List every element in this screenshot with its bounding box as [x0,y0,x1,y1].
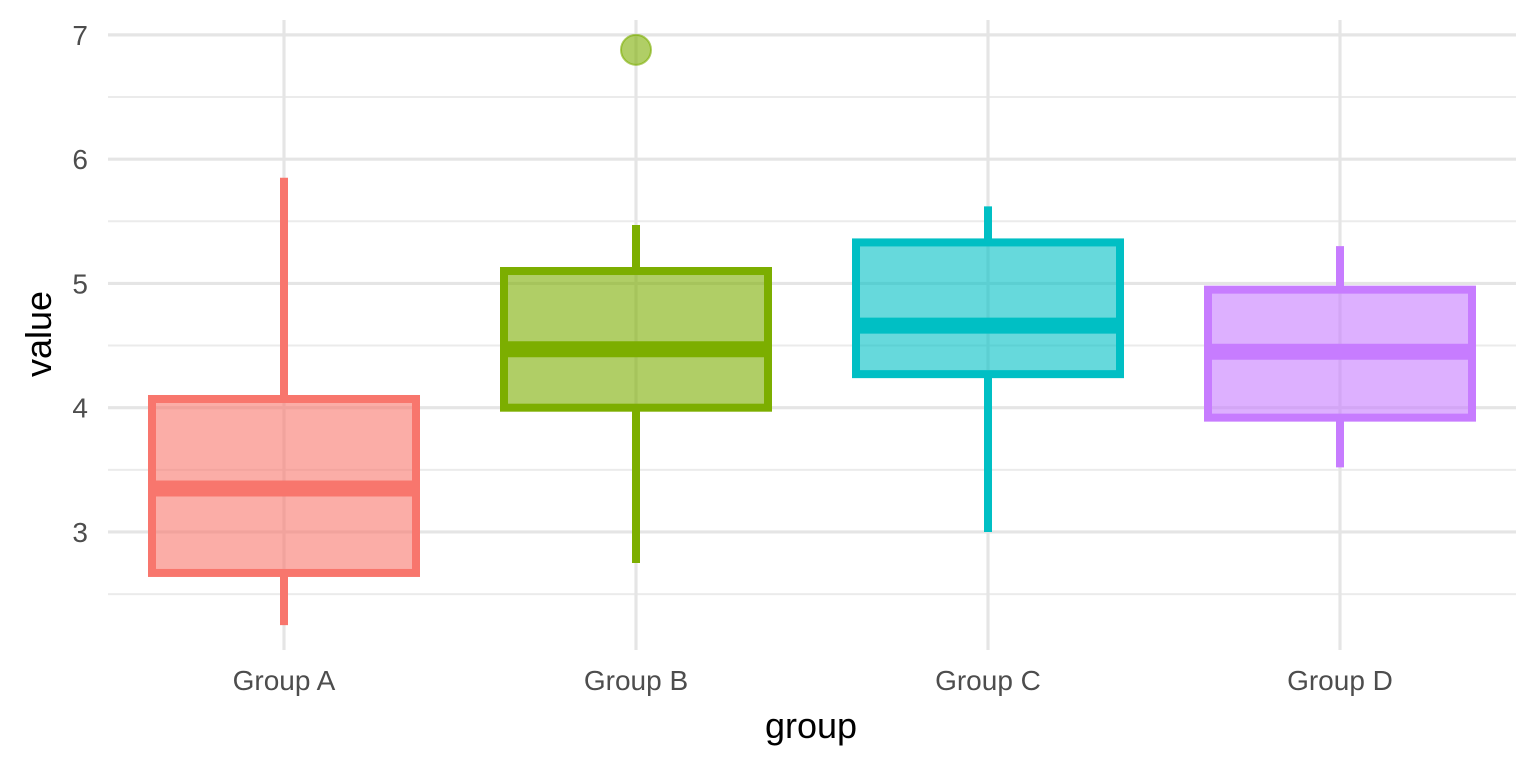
x-tick-label: Group B [584,665,688,696]
box-group-b [500,33,772,564]
y-axis-title: value [18,291,59,377]
x-tick-label: Group A [233,665,336,696]
box-layer [148,33,1476,626]
y-tick-label: 5 [72,268,88,299]
box-group-d [1204,246,1476,468]
iqr-box [852,238,1124,379]
iqr-box [500,267,772,412]
box-group-a [148,177,420,626]
y-tick-label: 7 [72,20,88,51]
y-tick-label: 6 [72,144,88,175]
label-layer: 3 4 5 6 7 Group A Group B Group C Group D [72,20,1392,696]
y-tick-label: 3 [72,517,88,548]
box-group-c [852,206,1124,532]
x-tick-label: Group D [1287,665,1393,696]
x-tick-label: Group C [935,665,1041,696]
outlier-point [620,33,652,66]
y-tick-label: 4 [72,393,88,424]
x-axis-title: group [765,705,857,746]
